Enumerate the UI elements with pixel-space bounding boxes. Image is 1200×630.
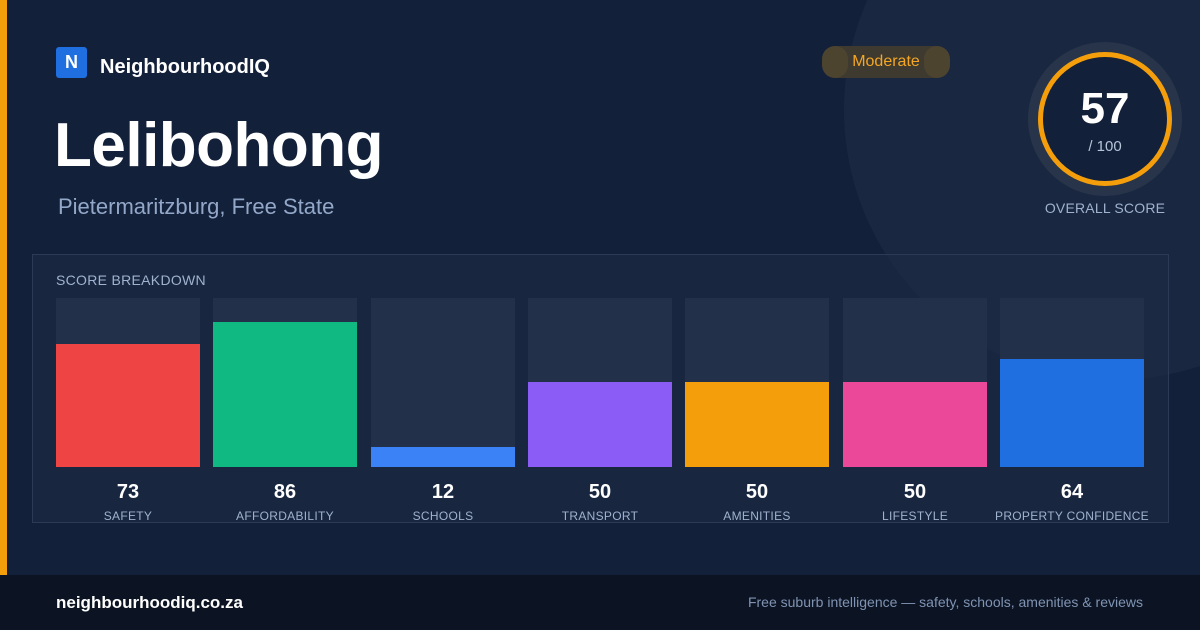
bar-label-safety: SAFETY (103, 509, 153, 523)
bar-label-lifestyle: LIFESTYLE (881, 509, 949, 523)
bar-value-schools: 12 (431, 481, 455, 503)
bar-value-safety: 73 (116, 481, 140, 503)
bar-label-transport: TRANSPORT (561, 509, 639, 523)
bar-label-amenities: AMENITIES (723, 509, 791, 523)
breakdown-bars: 73 SAFETY 86 AFFORDABILITY 12 SCHOOLS 50 TRANSP… (56, 298, 1149, 523)
suburb-location: Pietermaritzburg, Free State (58, 194, 335, 219)
score-column-affordability: 86 AFFORDABILITY (213, 298, 357, 523)
bar-label-affordability: AFFORDABILITY (236, 509, 334, 523)
bar-schools (371, 447, 515, 467)
bar-affordability (213, 322, 357, 467)
accent-strip (0, 0, 7, 575)
brand-logo-icon: N (56, 47, 87, 78)
suburb-title: Lelibohong (54, 111, 384, 180)
bar-lifestyle (843, 382, 987, 467)
footer: neighbourhoodiq.co.za Free suburb intell… (0, 575, 1200, 630)
score-column-schools: 12 SCHOOLS (371, 298, 515, 523)
overall-score-label: OVERALL SCORE (1044, 200, 1166, 216)
score-breakdown-panel: SCORE BREAKDOWN 73 SAFETY 86 AFFORDABILITY 1… (32, 254, 1169, 523)
score-column-lifestyle: 50 LIFESTYLE (843, 298, 987, 523)
score-column-amenities: 50 AMENITIES (685, 298, 829, 523)
bar-track (685, 298, 829, 467)
rating-badge: Moderate (822, 46, 950, 78)
bar-value-affordability: 86 (273, 481, 297, 503)
rating-badge-label: Moderate (852, 53, 920, 70)
overall-score-ring: 57 / 100 (1028, 42, 1182, 196)
bar-value-amenities: 50 (745, 481, 769, 503)
bar-track (213, 298, 357, 467)
overall-score-max: / 100 (1088, 138, 1122, 155)
footer-tagline: Free suburb intelligence — safety, schoo… (747, 594, 1143, 610)
bar-track (528, 298, 672, 467)
bar-label-schools: SCHOOLS (412, 509, 474, 523)
bar-value-property-confidence: 64 (1060, 481, 1084, 503)
bar-safety (56, 344, 200, 467)
brand[interactable]: N NeighbourhoodIQ (56, 46, 270, 79)
bar-value-lifestyle: 50 (903, 481, 927, 503)
bar-track (843, 298, 987, 467)
main-card: N NeighbourhoodIQ Lelibohong Pietermarit… (0, 0, 1182, 575)
bar-value-transport: 50 (588, 481, 612, 503)
overall-score-gauge: 57 / 100 (1038, 52, 1172, 186)
bar-track (371, 298, 515, 467)
brand-name: NeighbourhoodIQ (100, 56, 270, 78)
score-column-safety: 73 SAFETY (56, 298, 200, 523)
bar-transport (528, 382, 672, 467)
bar-label-property-confidence: PROPERTY CONFIDENCE (995, 509, 1149, 523)
footer-url-link[interactable]: neighbourhoodiq.co.za (56, 593, 243, 612)
overall-score-value: 57 (1080, 84, 1130, 133)
score-column-property-confidence: 64 PROPERTY CONFIDENCE (995, 298, 1149, 523)
bar-amenities (685, 382, 829, 467)
score-column-transport: 50 TRANSPORT (528, 298, 672, 523)
bar-property-confidence (1000, 359, 1144, 467)
bar-track (56, 298, 200, 467)
bar-track (1000, 298, 1144, 467)
breakdown-title: SCORE BREAKDOWN (56, 272, 206, 288)
